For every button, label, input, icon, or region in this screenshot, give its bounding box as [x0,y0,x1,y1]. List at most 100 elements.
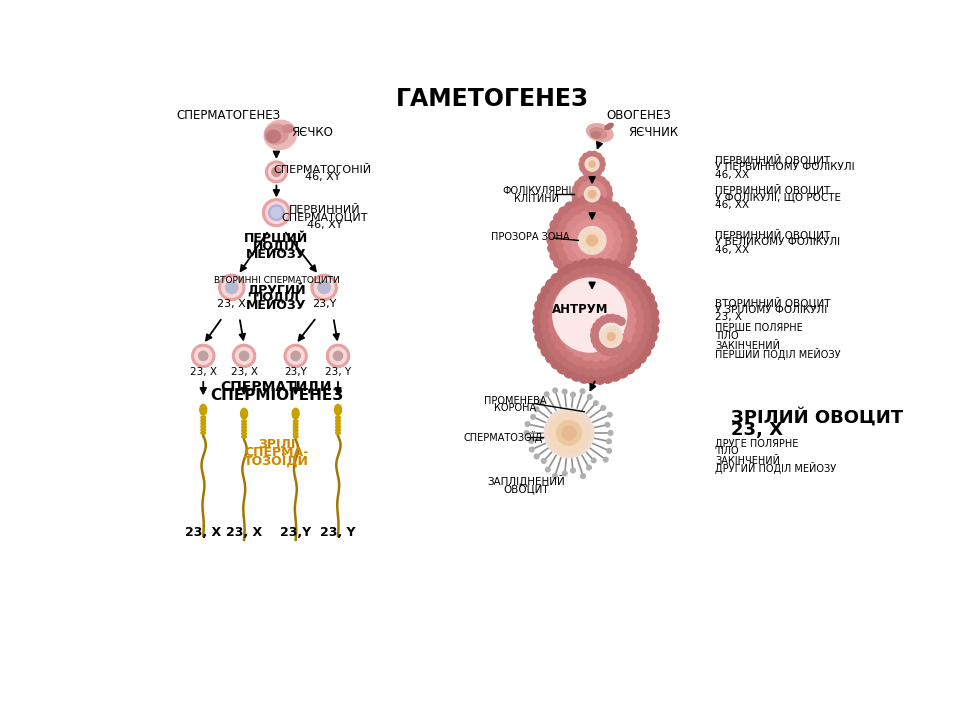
Text: ТОЗОЇДИ: ТОЗОЇДИ [244,454,309,469]
Circle shape [605,423,610,427]
Text: КЛІТИНИ: КЛІТИНИ [515,194,559,204]
Circle shape [568,209,579,219]
Circle shape [591,180,598,187]
Circle shape [594,258,606,269]
Circle shape [546,352,557,363]
Circle shape [603,195,612,204]
Circle shape [567,361,579,372]
Circle shape [543,331,554,342]
Circle shape [578,177,587,185]
Circle shape [584,219,593,229]
Circle shape [626,339,636,350]
Circle shape [561,286,571,297]
Circle shape [597,203,606,212]
Circle shape [578,203,587,212]
Circle shape [564,202,575,212]
Circle shape [620,346,632,356]
Circle shape [573,346,584,356]
Circle shape [604,329,619,344]
Circle shape [555,292,566,303]
Circle shape [577,222,587,232]
Circle shape [318,282,330,294]
Circle shape [615,341,626,351]
Circle shape [595,196,605,206]
Circle shape [284,344,307,367]
Circle shape [646,300,657,311]
Circle shape [593,401,598,405]
Text: ПЕРВИННИЙ ОВОЦИТ: ПЕРВИННИЙ ОВОЦИТ [715,228,830,240]
Circle shape [226,282,238,294]
Text: СПЕРМАТОЦИТ: СПЕРМАТОЦИТ [281,212,368,222]
Text: ПЕРШИЙ ПОДІЛ МЕЙОЗУ: ПЕРШИЙ ПОДІЛ МЕЙОЗУ [715,348,841,359]
Circle shape [326,344,349,367]
Text: СПЕРМАТИДИ: СПЕРМАТИДИ [221,379,332,394]
Circle shape [583,268,593,277]
Circle shape [604,315,612,323]
Circle shape [632,307,643,318]
Circle shape [619,235,630,246]
Circle shape [599,191,607,198]
Text: ГАМЕТОГЕНЕЗ: ГАМЕТОГЕНЕЗ [396,88,588,112]
Circle shape [571,261,582,272]
Ellipse shape [605,123,613,130]
Circle shape [615,292,626,302]
Circle shape [551,332,563,343]
Circle shape [604,457,608,462]
Text: МЕЙОЗУ: МЕЙОЗУ [246,248,306,261]
Circle shape [572,190,580,199]
Circle shape [591,202,598,208]
Circle shape [610,370,621,381]
Ellipse shape [590,127,607,139]
Circle shape [600,316,608,324]
Text: 23, X: 23, X [230,367,257,377]
Circle shape [544,408,593,457]
Circle shape [578,191,585,198]
Circle shape [618,345,626,352]
Text: ЗАКІНЧЕНИЙ: ЗАКІНЧЕНИЙ [715,341,780,351]
Circle shape [564,228,574,238]
Circle shape [591,171,597,177]
Text: 23,Y: 23,Y [280,526,311,539]
Circle shape [582,199,588,206]
Ellipse shape [336,426,340,428]
Circle shape [583,203,593,213]
Circle shape [626,351,636,362]
Circle shape [581,474,586,478]
Circle shape [648,308,659,319]
Circle shape [615,264,625,274]
Circle shape [582,349,592,360]
Text: ФОЛІКУЛЯРНІ: ФОЛІКУЛЯРНІ [502,186,571,196]
Circle shape [557,420,582,445]
Circle shape [608,333,615,341]
Circle shape [561,333,571,344]
Circle shape [564,264,575,275]
Circle shape [574,355,586,366]
Circle shape [620,258,631,268]
Circle shape [575,181,584,189]
Circle shape [588,161,596,168]
Text: АНТРУМ: АНТРУМ [552,303,609,316]
Circle shape [557,269,568,279]
Ellipse shape [294,423,298,426]
Circle shape [549,307,560,318]
Circle shape [548,228,558,238]
Circle shape [551,358,562,369]
Circle shape [590,274,601,284]
Circle shape [541,324,552,335]
Circle shape [640,346,651,356]
Circle shape [591,151,597,158]
Text: 23, X: 23, X [185,526,222,539]
Circle shape [614,281,625,292]
Ellipse shape [242,432,247,435]
Circle shape [607,276,617,287]
Text: 46, XX: 46, XX [715,170,750,180]
Ellipse shape [242,423,247,426]
Circle shape [582,182,588,189]
Circle shape [602,256,612,266]
Circle shape [636,279,646,290]
Circle shape [599,274,610,285]
Circle shape [553,474,557,478]
Circle shape [195,348,212,364]
Circle shape [572,228,582,238]
Circle shape [538,293,548,304]
